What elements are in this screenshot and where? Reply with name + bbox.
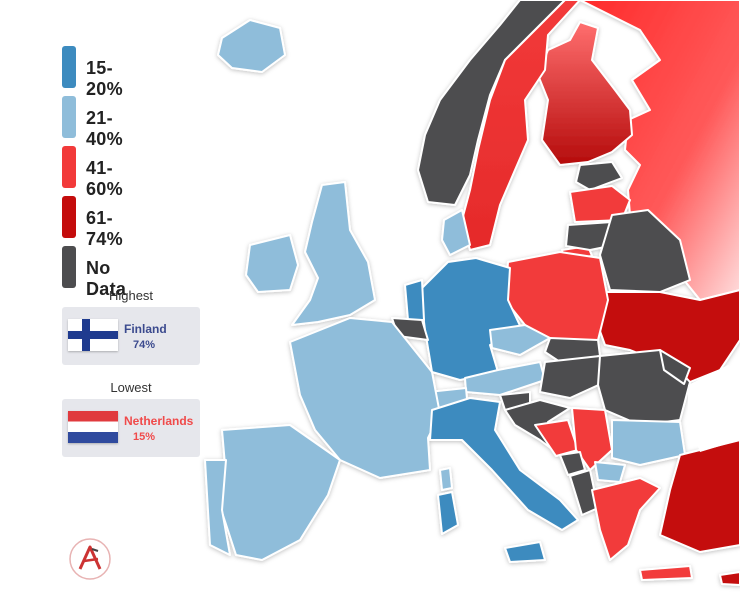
lowest-country: Netherlands <box>124 414 194 428</box>
germany-region <box>419 257 523 381</box>
legend-swatch <box>62 46 76 88</box>
legend-label: 61-74% <box>86 208 123 249</box>
lowest-title: Lowest <box>110 380 152 395</box>
belarus-region <box>599 209 691 293</box>
great-britain-region <box>291 181 376 326</box>
legend-swatch <box>62 246 76 288</box>
sicily-region <box>504 541 546 563</box>
sweden-region <box>461 0 581 251</box>
france-region <box>289 317 441 479</box>
finland-region <box>537 21 633 166</box>
lowest-value: 15% <box>133 431 156 443</box>
legend-label: 41-60% <box>86 158 123 199</box>
hungary-region <box>539 355 606 399</box>
legend-swatch <box>62 196 76 238</box>
iceland-region <box>217 19 286 73</box>
moldova-region <box>659 349 691 385</box>
highest-title: Highest <box>108 288 154 303</box>
latvia-region <box>569 185 631 223</box>
spain-region <box>217 424 341 561</box>
letter-a-logo-icon <box>69 538 111 580</box>
highest-value: 74% <box>133 339 156 351</box>
italy-region <box>429 397 579 531</box>
turkey-region <box>659 439 740 553</box>
north-macedonia-region <box>594 461 626 483</box>
highest-card: Finland 74% <box>62 307 200 365</box>
greece-region <box>591 477 661 561</box>
cyprus-region <box>719 571 740 586</box>
legend-label: 21-40% <box>86 108 123 149</box>
sardinia-region <box>437 491 459 535</box>
bulgaria-region <box>611 419 686 466</box>
legend-label: No Data <box>86 258 127 299</box>
legend-swatch <box>62 146 76 188</box>
denmark-region <box>441 209 471 256</box>
ukraine-region <box>595 289 740 383</box>
czechia-region <box>489 324 551 356</box>
estonia-region <box>575 161 623 191</box>
legend-swatch <box>62 96 76 138</box>
serbia-region <box>571 407 613 471</box>
crete-region <box>639 565 693 581</box>
montenegro-region <box>559 451 586 476</box>
corsica-region <box>439 467 453 491</box>
netherlands-flag-icon <box>68 411 118 443</box>
netherlands-region <box>404 279 425 321</box>
lowest-card: Netherlands 15% <box>62 399 200 457</box>
ireland-region <box>245 234 299 293</box>
legend-label: 15-20% <box>86 58 123 99</box>
portugal-region <box>204 459 231 556</box>
finland-flag-icon <box>68 319 118 351</box>
black-sea <box>688 365 740 452</box>
highest-country: Finland <box>124 322 167 336</box>
